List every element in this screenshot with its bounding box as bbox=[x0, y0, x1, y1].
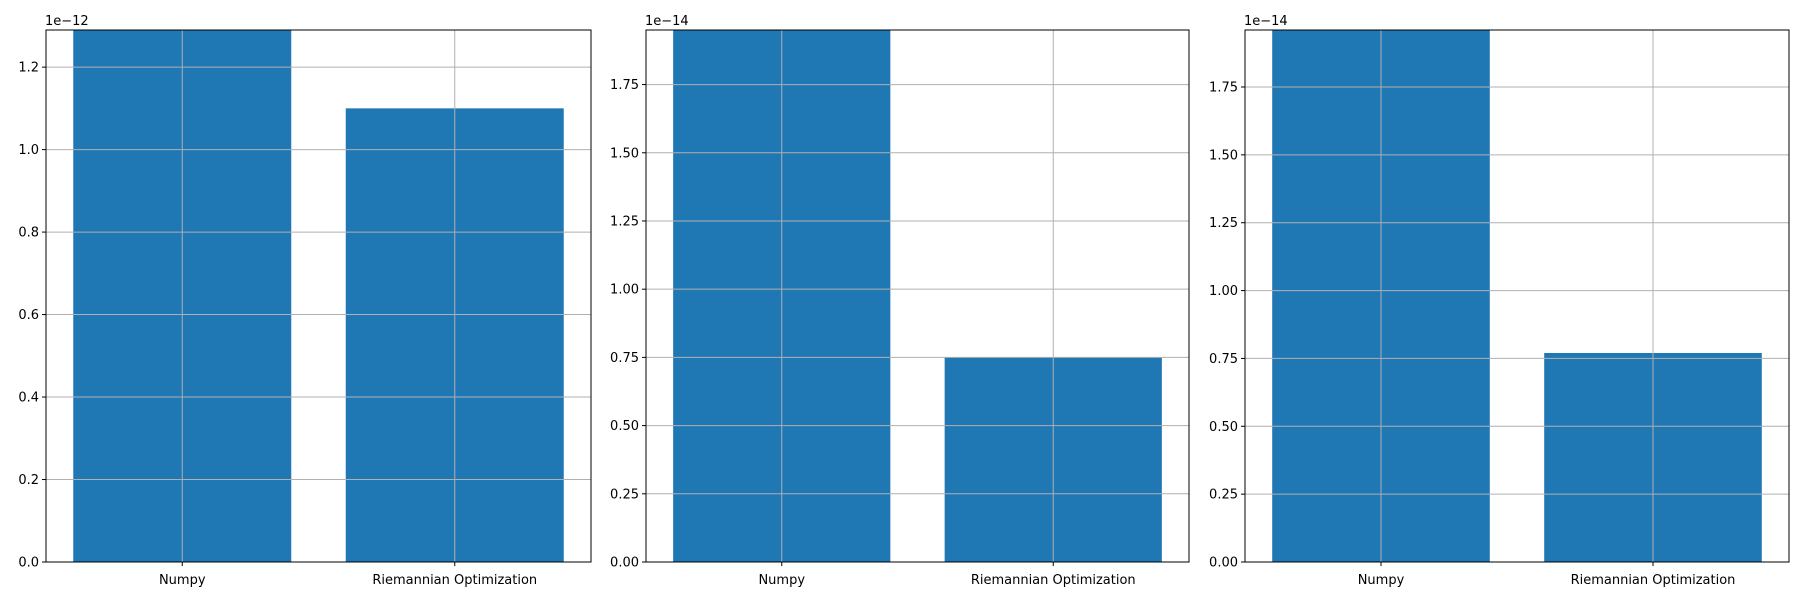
axes-frame bbox=[45, 29, 592, 563]
axes-frame bbox=[645, 29, 1190, 563]
axes-frame bbox=[1244, 29, 1790, 563]
y-tick-label: 1.50 bbox=[610, 146, 639, 161]
y-tick-label: 0.00 bbox=[610, 556, 639, 571]
x-tick-label: Riemannian Optimization bbox=[1571, 573, 1736, 588]
y-tick-label: 1.75 bbox=[610, 78, 639, 93]
y-tick-label: 1.00 bbox=[1209, 284, 1238, 299]
y-tick-label: 1.0 bbox=[18, 143, 39, 158]
y-axis-offset-label: 1e−12 bbox=[45, 14, 89, 29]
y-axis-offset-label: 1e−14 bbox=[1244, 14, 1288, 29]
y-tick-label: 0.6 bbox=[18, 308, 39, 323]
y-tick-label: 0.50 bbox=[1209, 420, 1238, 435]
x-tick-label: Numpy bbox=[159, 573, 206, 588]
y-tick-label: 0.25 bbox=[610, 487, 639, 502]
subplot-2: 0.00 0.25 0.50 0.75 1.00 1.25 1.50 1.75 Numpy Rie… bbox=[610, 14, 1190, 588]
y-tick-label: 1.25 bbox=[1209, 216, 1238, 231]
y-tick-label: 0.0 bbox=[18, 556, 39, 571]
y-tick-label: 0.25 bbox=[1209, 488, 1238, 503]
y-tick-label: 0.00 bbox=[1209, 556, 1238, 571]
y-tick-label: 0.75 bbox=[1209, 352, 1238, 367]
y-tick-label: 1.25 bbox=[610, 214, 639, 229]
y-tick-label: 0.8 bbox=[18, 226, 39, 241]
x-tick-label: Riemannian Optimization bbox=[372, 573, 537, 588]
x-tick-label: Numpy bbox=[758, 573, 805, 588]
subplot-1: 0.0 0.2 0.4 0.6 0.8 1.0 1.2 Numpy Riemannian Opt… bbox=[18, 14, 592, 588]
y-tick-label: 0.75 bbox=[610, 351, 639, 366]
x-tick-label: Riemannian Optimization bbox=[971, 573, 1136, 588]
y-tick-label: 1.00 bbox=[610, 283, 639, 298]
y-tick-label: 1.75 bbox=[1209, 81, 1238, 96]
y-tick-label: 1.50 bbox=[1209, 148, 1238, 163]
y-tick-label: 0.2 bbox=[18, 473, 39, 488]
y-axis-offset-label: 1e−14 bbox=[645, 14, 689, 29]
y-tick-label: 0.50 bbox=[610, 419, 639, 434]
x-tick-label: Numpy bbox=[1358, 573, 1405, 588]
y-tick-label: 1.2 bbox=[18, 61, 39, 76]
subplot-3: 0.00 0.25 0.50 0.75 1.00 1.25 1.50 1.75 Numpy Rie… bbox=[1209, 14, 1790, 588]
y-tick-label: 0.4 bbox=[18, 391, 39, 406]
